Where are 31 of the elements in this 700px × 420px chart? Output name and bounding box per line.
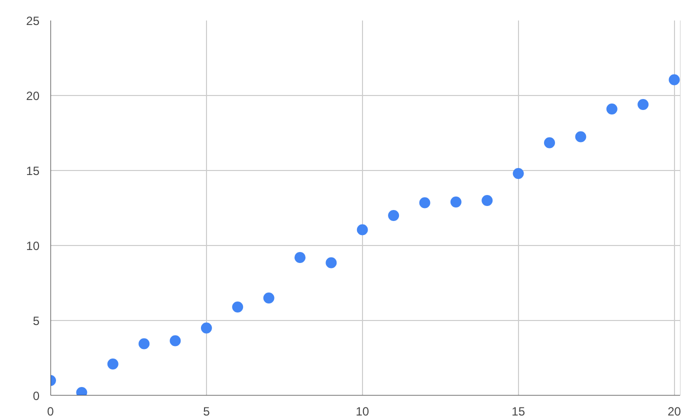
point — [107, 358, 118, 370]
point — [76, 387, 88, 396]
point — [263, 292, 274, 304]
point — [668, 74, 680, 86]
point — [419, 197, 430, 208]
point — [606, 104, 618, 114]
point — [638, 99, 649, 110]
x-tick-label: 5 — [203, 404, 210, 418]
y-tick-label: 5 — [32, 314, 40, 328]
y-tick-label: 25 — [26, 14, 40, 28]
point — [170, 335, 181, 346]
y-tick-label: 20 — [26, 89, 40, 103]
point — [232, 302, 244, 312]
point — [294, 252, 306, 263]
y-tick-label: 10 — [26, 239, 40, 253]
x-tick-label: 10 — [356, 404, 370, 418]
point — [575, 131, 586, 142]
point — [200, 322, 212, 334]
y-tick-label: 0 — [32, 389, 40, 403]
x-tick-label: 0 — [47, 404, 54, 418]
point — [138, 338, 150, 350]
point — [482, 195, 493, 206]
point — [544, 137, 556, 148]
point — [326, 257, 337, 268]
point — [388, 210, 400, 221]
x-tick-label: 15 — [512, 404, 526, 418]
point — [450, 196, 462, 208]
point — [356, 224, 368, 236]
x-tick-label: 20 — [668, 404, 682, 418]
y-tick-label: 15 — [26, 164, 40, 178]
point — [512, 168, 524, 179]
